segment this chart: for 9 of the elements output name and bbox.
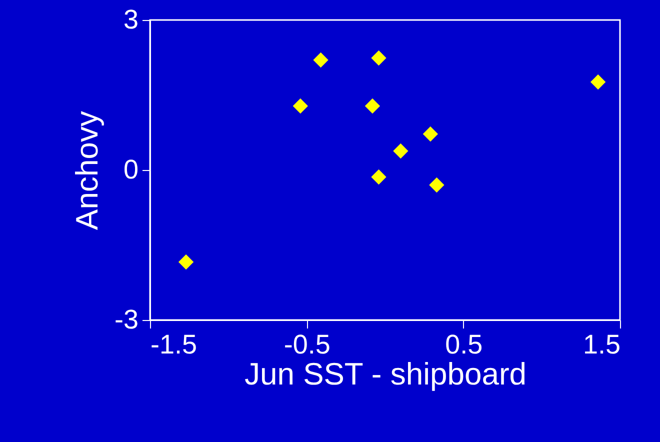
- x-tick-label: 0.5: [445, 330, 483, 360]
- x-tick-label: -0.5: [284, 330, 330, 360]
- x-tick-label: 1.5: [582, 330, 620, 360]
- y-axis-title: Anchovy: [69, 110, 104, 230]
- x-axis-title: Jun SST - shipboard: [244, 356, 527, 392]
- y-tick-label: 3: [123, 4, 138, 34]
- x-tick-label: -1.5: [150, 330, 198, 360]
- y-tick-label: 0: [123, 154, 138, 184]
- y-tick-label: -3: [114, 304, 138, 334]
